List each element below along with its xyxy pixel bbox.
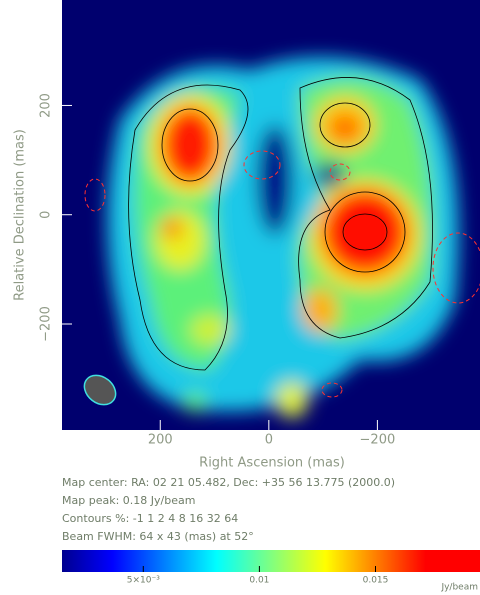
y-tick-label: −200 (39, 306, 54, 342)
x-tick-label: 200 (148, 433, 173, 448)
y-tick-label: 200 (39, 93, 54, 118)
y-tick-label: 0 (39, 211, 54, 219)
map (62, 0, 480, 430)
x-tick-label: −200 (360, 433, 396, 448)
annotation: Map center: RA: 02 21 05.482, Dec: +35 5… (62, 476, 395, 489)
y-axis-label: Relative Declination (mas) (13, 129, 28, 301)
colorbar-label: Jy/beam (440, 583, 478, 593)
colorbar-tick-label: 0.015 (363, 576, 389, 586)
colorbar-tick-label: 5×10⁻³ (127, 576, 160, 586)
x-axis-label: Right Ascension (mas) (199, 456, 345, 471)
annotation: Map peak: 0.18 Jy/beam (62, 494, 195, 507)
x-tick-label: 0 (265, 433, 273, 448)
colorbar-tick-label: 0.01 (249, 576, 269, 586)
colorbar (62, 550, 480, 572)
annotation: Beam FWHM: 64 x 43 (mas) at 52° (62, 530, 254, 543)
annotation: Contours %: -1 1 2 4 8 16 32 64 (62, 512, 238, 525)
